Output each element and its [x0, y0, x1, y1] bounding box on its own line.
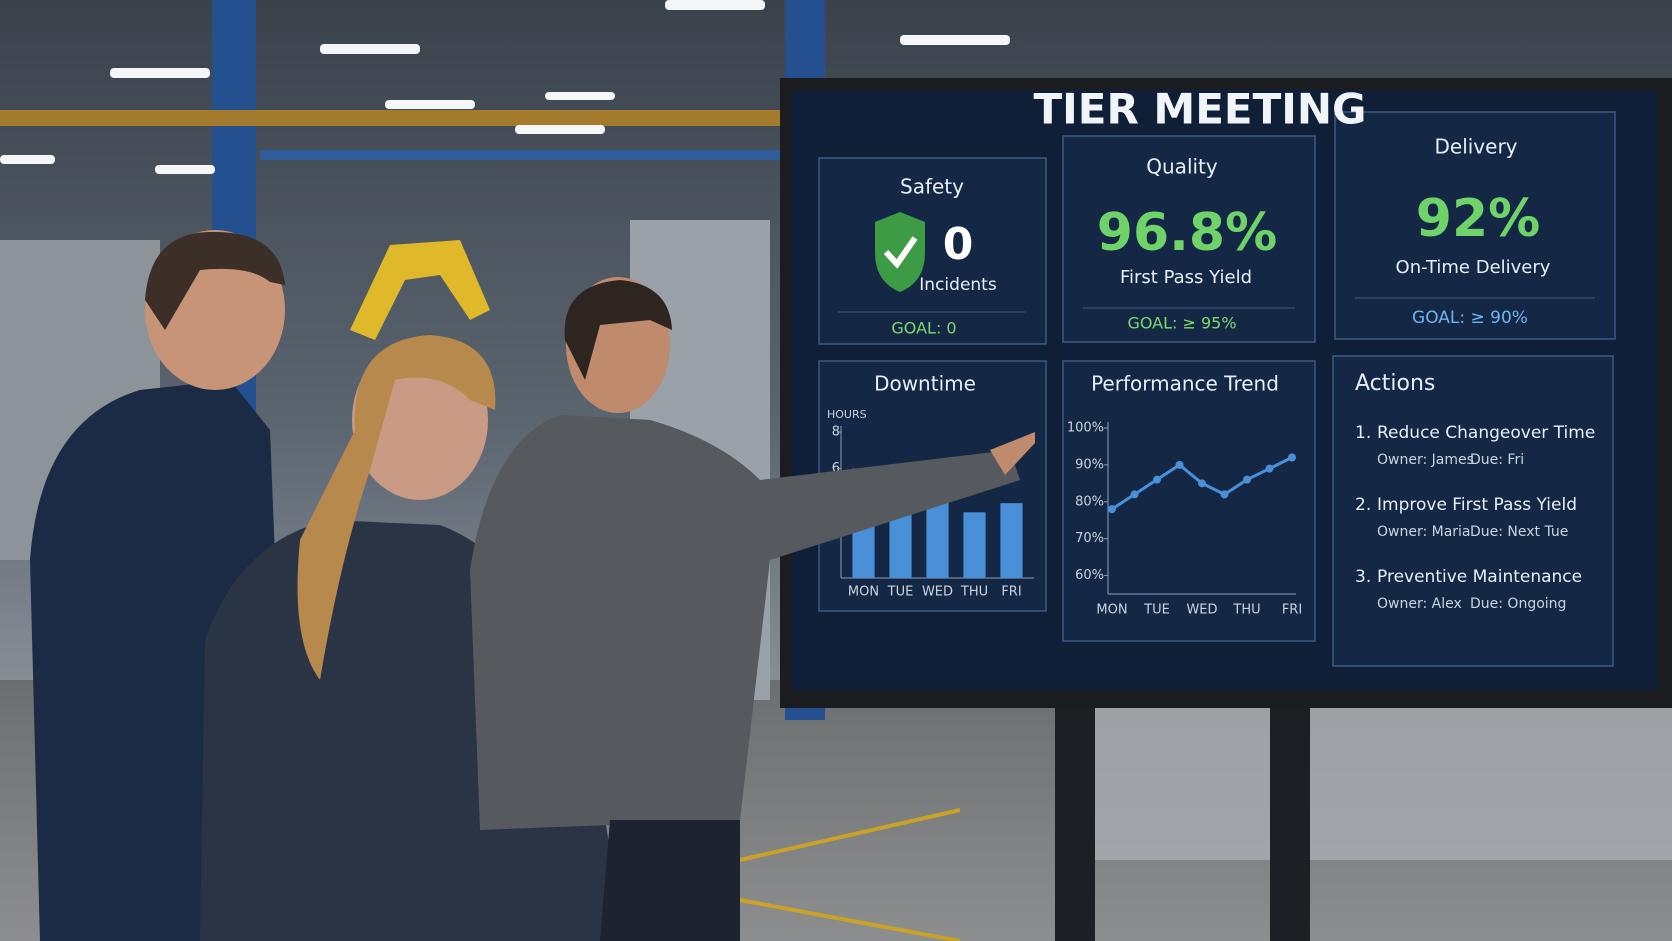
action-number: 1.	[1355, 423, 1371, 443]
axis-label: HOURS	[827, 408, 867, 421]
panel-title: Quality	[1146, 155, 1218, 179]
bar	[926, 501, 949, 578]
trend-point	[1108, 505, 1116, 514]
x-tick-label: MON	[848, 585, 879, 600]
x-tick-label: WED	[922, 585, 953, 600]
beam	[260, 150, 780, 160]
floor-line	[739, 898, 961, 941]
safety-value: 0	[943, 219, 974, 270]
bar	[889, 473, 912, 578]
action-due: Due: Fri	[1470, 452, 1524, 468]
trend-point	[1265, 464, 1274, 473]
delivery-value: 92%	[1416, 189, 1540, 249]
chart-title: Performance Trend	[1091, 372, 1279, 396]
bar	[963, 512, 986, 578]
stand-leg	[1270, 670, 1310, 941]
delivery-goal: GOAL: ≥ 90%	[1412, 308, 1528, 328]
shield-icon	[875, 212, 925, 292]
y-tick-label: 100%	[1067, 421, 1104, 436]
quality-label: First Pass Yield	[1120, 267, 1252, 288]
y-tick-label: 80%	[1075, 494, 1104, 509]
trend-point	[1153, 475, 1161, 484]
action-owner: Owner: Maria	[1377, 524, 1471, 540]
x-tick-label: WED	[1186, 603, 1217, 618]
robot	[350, 240, 490, 340]
action-due: Due: Ongoing	[1470, 596, 1566, 612]
x-tick-label: THU	[1232, 603, 1260, 618]
actions-title: Actions	[1355, 371, 1435, 396]
screen-title: TIER MEETING	[1033, 85, 1366, 134]
bar	[1000, 503, 1023, 578]
panel-title: Delivery	[1434, 135, 1517, 159]
panel	[1332, 355, 1614, 667]
panel-title: Safety	[900, 175, 964, 199]
action-text: Improve First Pass Yield	[1377, 495, 1577, 515]
delivery-label: On-Time Delivery	[1396, 257, 1551, 278]
machine	[0, 240, 160, 560]
y-tick-label: 70%	[1075, 531, 1104, 546]
safety-label: Incidents	[919, 275, 997, 295]
action-owner: Owner: Alex	[1377, 596, 1462, 612]
x-tick-label: THU	[960, 585, 988, 600]
panel	[818, 157, 1047, 345]
quality-goal: GOAL: ≥ 95%	[1127, 314, 1236, 333]
trend-point	[1175, 460, 1184, 469]
lights	[0, 0, 1010, 174]
action-text: Preventive Maintenance	[1377, 567, 1582, 587]
column	[212, 0, 256, 420]
trend-point	[1130, 490, 1139, 499]
x-tick-label: FRI	[1001, 585, 1021, 600]
trend-point	[1288, 453, 1296, 462]
panel	[1334, 111, 1616, 340]
action-number: 2.	[1355, 495, 1371, 515]
trend-point	[1198, 479, 1206, 488]
bar	[852, 468, 875, 578]
x-tick-label: TUE	[1143, 603, 1170, 618]
trend-point	[1220, 490, 1229, 499]
action-text: Reduce Changeover Time	[1377, 423, 1595, 443]
x-tick-label: TUE	[887, 585, 914, 600]
quality-value: 96.8%	[1097, 203, 1277, 263]
machine	[630, 220, 770, 700]
action-due: Due: Next Tue	[1470, 524, 1568, 540]
action-owner: Owner: James	[1377, 452, 1474, 468]
y-tick-label: 60%	[1075, 568, 1104, 583]
x-tick-label: FRI	[1282, 603, 1302, 618]
check-icon	[883, 236, 918, 269]
x-tick-label: MON	[1096, 603, 1127, 618]
beam	[0, 110, 780, 126]
safety-goal: GOAL: 0	[891, 319, 956, 338]
y-tick-label: 90%	[1075, 457, 1104, 472]
trend-point	[1243, 475, 1251, 484]
chart-title: Downtime	[874, 372, 976, 396]
action-number: 3.	[1355, 567, 1371, 587]
